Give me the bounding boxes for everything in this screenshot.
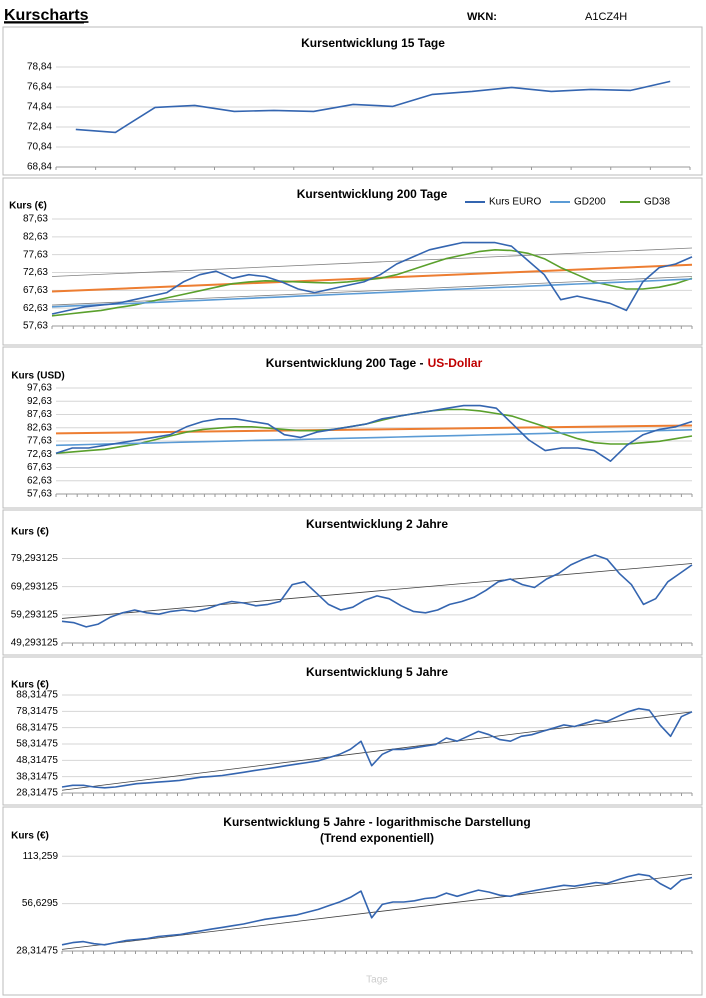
chart-frame (2, 806, 703, 996)
series-line (51, 278, 693, 308)
y-tick-label: 88,31475 (16, 690, 58, 701)
series-line (55, 429, 693, 447)
y-tick-label: 48,31475 (16, 755, 58, 766)
chart-title: Kursentwicklung 5 Jahre (306, 665, 448, 679)
legend-label: GD200 (574, 197, 606, 208)
y-tick-label: 72,63 (23, 267, 48, 278)
y-tick-label: 69,293125 (11, 581, 59, 592)
y-tick-label: 28,31475 (16, 788, 58, 799)
y-tick-label: 78,84 (27, 62, 52, 73)
chart-title: Kursentwicklung 200 Tage - US-Dollar (266, 356, 483, 370)
y-axis-label: Kurs (€) (11, 680, 49, 691)
chart-title: Kursentwicklung 15 Tage (301, 36, 445, 50)
y-tick-label: 58,31475 (16, 739, 58, 750)
series-line (51, 241, 693, 315)
y-tick-label: 68,84 (27, 162, 52, 173)
y-tick-label: 72,84 (27, 122, 52, 133)
y-tick-label: 97,63 (27, 383, 52, 394)
x-axis-label: Tage (366, 975, 388, 986)
y-tick-label: 57,63 (27, 489, 52, 500)
y-tick-label: 82,63 (27, 422, 52, 433)
y-tick-label: 62,63 (23, 303, 48, 314)
trend-line (55, 424, 693, 435)
series-line (51, 249, 693, 317)
y-tick-label: 87,63 (23, 214, 48, 225)
y-tick-label: 87,63 (27, 409, 52, 420)
y-tick-label: 49,293125 (11, 638, 59, 649)
page-title: Kurscharts (4, 7, 89, 24)
y-tick-label: 92,63 (27, 396, 52, 407)
trend-line (61, 563, 693, 619)
y-axis-label: Kurs (€) (11, 527, 49, 538)
y-tick-label: 77,63 (27, 436, 52, 447)
chart-frame (2, 177, 703, 346)
legend-label: Kurs EURO (489, 197, 541, 208)
y-tick-label: 62,63 (27, 475, 52, 486)
series-line (61, 873, 693, 946)
series-line (75, 80, 671, 134)
chart-title-highlight: US-Dollar (428, 356, 483, 370)
chart-frame (2, 509, 703, 656)
y-tick-label: 70,84 (27, 142, 52, 153)
y-tick-label: 59,293125 (11, 609, 59, 620)
chart-title-part: Kursentwicklung 200 Tage - (266, 356, 424, 370)
chart-title: Kursentwicklung 200 Tage (297, 187, 448, 201)
chart-title: Kursentwicklung 2 Jahre (306, 517, 448, 531)
y-tick-label: 57,63 (23, 321, 48, 332)
y-tick-label: 82,63 (23, 231, 48, 242)
y-tick-label: 28,31475 (16, 946, 58, 957)
wkn-label: WKN: (467, 11, 497, 23)
y-tick-label: 38,31475 (16, 771, 58, 782)
y-tick-label: 77,63 (23, 249, 48, 260)
chart-title: Kursentwicklung 5 Jahre - logarithmische… (223, 815, 530, 829)
series-line (61, 554, 693, 628)
y-tick-label: 68,31475 (16, 722, 58, 733)
y-tick-label: 113,259 (23, 851, 59, 862)
trend-line (61, 711, 693, 791)
chart-frame (2, 26, 703, 176)
y-tick-label: 56,6295 (22, 898, 59, 909)
y-tick-label: 67,63 (23, 285, 48, 296)
y-tick-label: 74,84 (27, 102, 52, 113)
chart-frame (2, 656, 703, 806)
y-tick-label: 76,84 (27, 82, 52, 93)
series-line (61, 707, 693, 789)
y-axis-label: Kurs (€) (11, 831, 49, 842)
y-tick-label: 79,293125 (11, 553, 59, 564)
y-tick-label: 72,63 (27, 449, 52, 460)
wkn-value: A1CZ4H (585, 11, 627, 23)
chart-frame (2, 346, 703, 509)
legend-label: GD38 (644, 197, 671, 208)
trend-line (51, 247, 693, 277)
y-tick-label: 78,31475 (16, 706, 58, 717)
y-axis-label: Kurs (€) (9, 201, 47, 212)
y-axis-label: Kurs (USD) (11, 371, 64, 382)
series-line (55, 404, 693, 462)
chart-title: (Trend exponentiell) (320, 831, 434, 845)
y-tick-label: 67,63 (27, 462, 52, 473)
